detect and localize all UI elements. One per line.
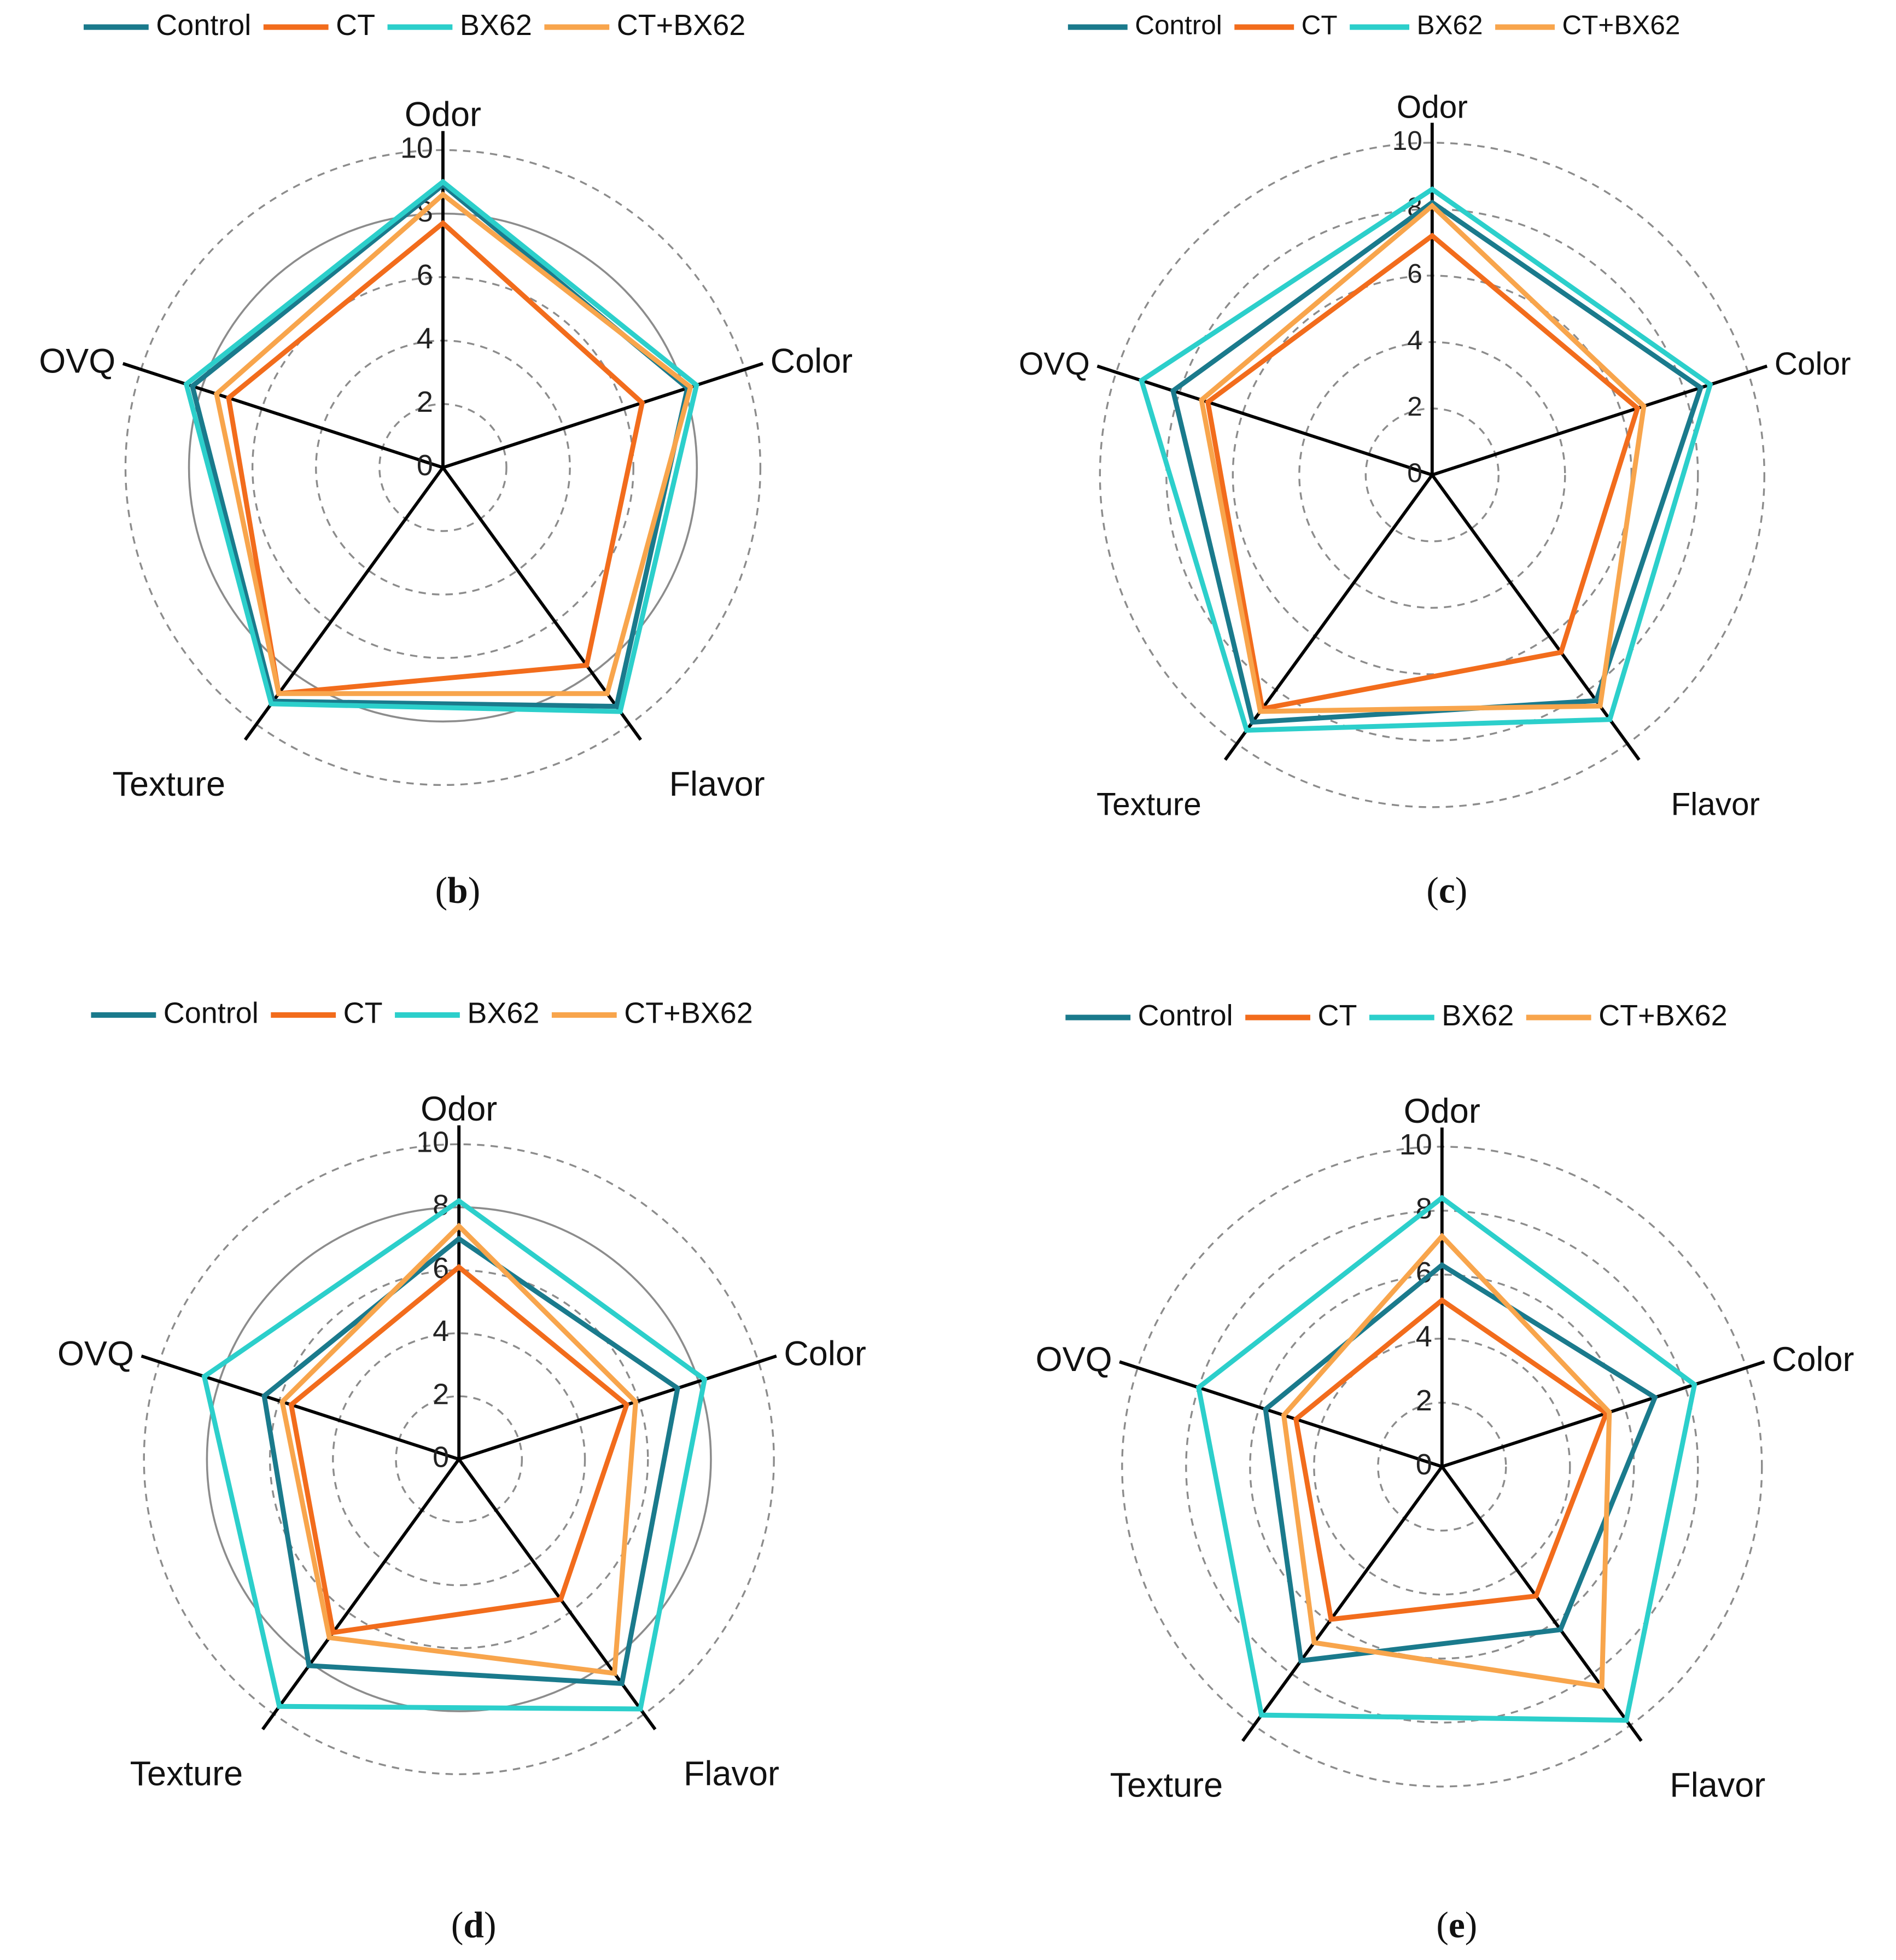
tick-label: 6	[417, 259, 433, 291]
axis-spoke-flavor	[441, 466, 642, 741]
series-bx62	[1195, 1194, 1697, 1723]
legend-label-ct: CT	[1317, 999, 1357, 1032]
axis-label-flavor: Flavor	[684, 1754, 779, 1793]
series-ct-plus-bx62	[1281, 1232, 1612, 1690]
legend-label-bx62: BX62	[467, 996, 539, 1029]
axis-label-ovq: OVQ	[1019, 346, 1090, 382]
tick-label: 10	[416, 1126, 449, 1159]
legend-label-control: Control	[156, 9, 251, 42]
panel-caption: (e)	[1436, 1905, 1477, 1946]
tick-label: 2	[1407, 392, 1422, 422]
axis-spoke-color	[458, 1354, 777, 1461]
axis-label-color: Color	[1772, 1340, 1854, 1379]
tick-label: 4	[417, 322, 433, 355]
axis-label-ovq: OVQ	[57, 1334, 134, 1373]
grid-circle-10	[143, 1143, 775, 1775]
tick-label: 4	[433, 1315, 449, 1348]
axis-spoke-color	[1441, 1360, 1765, 1468]
axis-spoke-flavor	[1431, 474, 1641, 761]
legend-label-bx62: BX62	[460, 9, 532, 42]
axis-spoke-ovq	[1096, 364, 1433, 477]
axis-spoke-ovq	[141, 1354, 460, 1461]
axis-label-texture: Texture	[113, 765, 226, 803]
legend-label-control: Control	[1138, 999, 1233, 1032]
axis-spoke-texture	[261, 1458, 460, 1730]
legend-label-ct-plus-bx62: CT+BX62	[1562, 10, 1680, 40]
series-control	[261, 1235, 681, 1687]
axis-label-color: Color	[784, 1334, 866, 1373]
tick-label: 0	[1407, 458, 1422, 488]
series-ct	[288, 1264, 630, 1636]
grid-circle-4	[332, 1332, 586, 1586]
series-ct-plus-bx62	[213, 191, 693, 696]
tick-label: 2	[417, 386, 433, 418]
axis-spoke-color	[442, 362, 764, 469]
tick-label: 2	[433, 1378, 449, 1410]
axis-spoke-color	[1431, 364, 1768, 477]
legend-label-ct-plus-bx62: CT+BX62	[624, 996, 753, 1029]
panel-caption: (d)	[451, 1905, 497, 1946]
grid-circle-6	[1249, 1274, 1635, 1660]
series-ct	[226, 220, 645, 697]
grid-circle-10	[1099, 142, 1765, 808]
panel-caption: (b)	[435, 870, 481, 911]
axis-label-color: Color	[771, 342, 853, 380]
axis-label-odor: Odor	[405, 96, 481, 134]
legend-label-ct: CT	[343, 996, 383, 1029]
axis-spoke-ovq	[122, 362, 444, 469]
grid-circle-6	[269, 1269, 649, 1649]
series-bx62	[201, 1198, 708, 1712]
legend-label-bx62: BX62	[1442, 999, 1514, 1032]
legend-label-control: Control	[164, 996, 259, 1029]
axis-spoke-ovq	[1119, 1360, 1443, 1468]
legend-label-ct-plus-bx62: CT+BX62	[617, 9, 746, 42]
axis-label-flavor: Flavor	[1671, 786, 1760, 822]
series-ct-plus-bx62	[279, 1222, 639, 1676]
panel-caption: (c)	[1426, 870, 1467, 911]
legend-label-control: Control	[1135, 10, 1222, 40]
tick-label: 0	[417, 449, 433, 482]
axis-label-odor: Odor	[421, 1090, 497, 1128]
legend-label-ct-plus-bx62: CT+BX62	[1599, 999, 1728, 1032]
axis-label-texture: Texture	[1110, 1766, 1223, 1805]
tick-label: 10	[400, 132, 433, 165]
axis-label-odor: Odor	[1397, 90, 1468, 125]
tick-label: 10	[1399, 1128, 1432, 1161]
axis-label-color: Color	[1775, 346, 1851, 382]
legend-label-ct: CT	[336, 9, 375, 42]
axis-label-ovq: OVQ	[39, 342, 115, 380]
series-ct-plus-bx62	[1199, 202, 1647, 714]
series-ct	[1205, 232, 1641, 712]
axis-label-texture: Texture	[130, 1754, 243, 1793]
tick-label: 0	[433, 1441, 449, 1474]
series-bx62	[1139, 186, 1713, 733]
axis-label-odor: Odor	[1404, 1092, 1480, 1130]
grid-circle-2	[395, 1395, 523, 1524]
series-control	[1263, 1262, 1658, 1664]
axis-label-flavor: Flavor	[1670, 1766, 1765, 1805]
axis-label-flavor: Flavor	[669, 765, 765, 803]
axis-label-ovq: OVQ	[1036, 1340, 1112, 1379]
tick-label: 6	[1407, 259, 1422, 289]
tick-label: 2	[1416, 1384, 1432, 1417]
tick-label: 4	[1416, 1320, 1432, 1353]
series-ct	[1293, 1297, 1609, 1622]
series-bx62	[183, 178, 699, 714]
legend-label-ct: CT	[1302, 10, 1338, 40]
tick-label: 0	[1416, 1448, 1432, 1481]
tick-label: 10	[1392, 126, 1422, 156]
axis-label-texture: Texture	[1096, 786, 1201, 822]
axis-spoke-flavor	[1440, 1466, 1643, 1742]
axis-spoke-texture	[1241, 1466, 1444, 1742]
legend-label-bx62: BX62	[1417, 10, 1483, 40]
series-control	[1170, 199, 1704, 725]
tick-label: 4	[1407, 325, 1422, 355]
